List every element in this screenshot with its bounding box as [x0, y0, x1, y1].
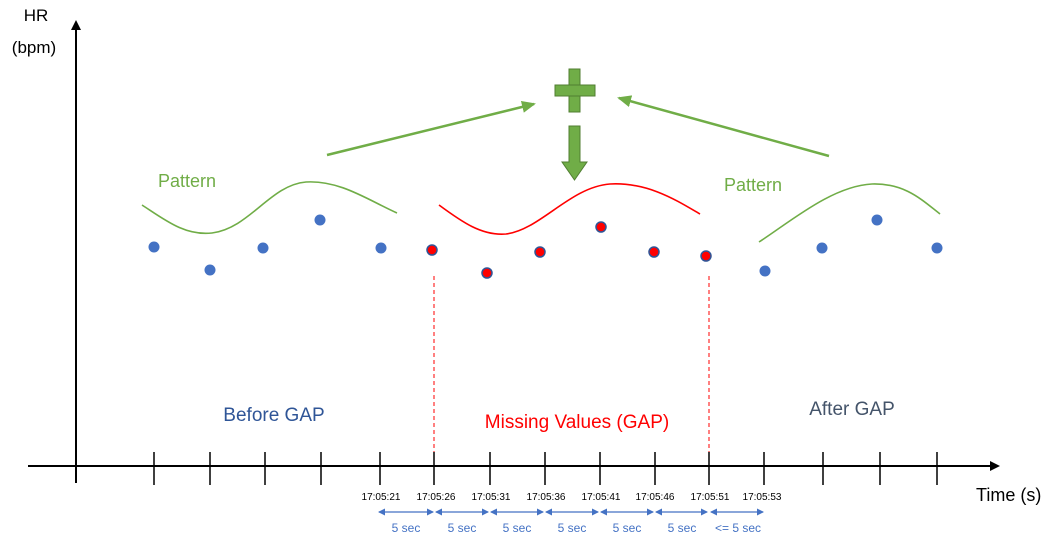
observed-point: [931, 242, 943, 254]
timestamp-label: 17:05:53: [743, 492, 782, 503]
interval-label: 5 sec: [448, 521, 477, 535]
region-label-after-gap: After GAP: [809, 399, 895, 420]
interval-label: <= 5 sec: [715, 521, 761, 535]
missing-point: [595, 221, 607, 233]
interval-labels: 5 sec 5 sec 5 sec 5 sec 5 sec 5 sec <= 5…: [392, 521, 761, 535]
missing-point: [648, 246, 660, 258]
down-arrow-icon: [561, 125, 588, 181]
plus-icon: [554, 68, 596, 113]
interval-label: 5 sec: [392, 521, 421, 535]
observed-points-after: [759, 214, 943, 277]
observed-point: [148, 241, 160, 253]
timestamp-label: 17:05:51: [691, 492, 730, 503]
pattern-curve-before: [141, 181, 398, 235]
region-label-before-gap: Before GAP: [223, 405, 324, 426]
missing-point: [700, 250, 712, 262]
gap-imputed-curve: [438, 183, 701, 235]
missing-point: [481, 267, 493, 279]
observed-point: [759, 265, 771, 277]
observed-point: [257, 242, 269, 254]
observed-point: [204, 264, 216, 276]
observed-points-before: [148, 214, 387, 276]
pattern-label-left: Pattern: [158, 171, 216, 191]
timestamp-label: 17:05:31: [472, 492, 511, 503]
timestamp-label: 17:05:21: [362, 492, 401, 503]
observed-point: [375, 242, 387, 254]
missing-point: [534, 246, 546, 258]
observed-point: [314, 214, 326, 226]
y-axis-label-bpm: (bpm): [12, 38, 56, 57]
x-axis-ticks: [153, 452, 938, 485]
pattern-label-right: Pattern: [724, 175, 782, 195]
timestamp-label: 17:05:46: [636, 492, 675, 503]
timestamp-label: 17:05:36: [527, 492, 566, 503]
observed-point: [871, 214, 883, 226]
arrow-before-to-plus: [326, 101, 536, 157]
timestamp-label: 17:05:26: [417, 492, 456, 503]
missing-point: [426, 244, 438, 256]
timestamp-label: 17:05:41: [582, 492, 621, 503]
pattern-curve-after: [758, 183, 941, 243]
observed-point: [816, 242, 828, 254]
y-axis-label-hr: HR: [24, 6, 49, 25]
interval-label: 5 sec: [558, 521, 587, 535]
interval-label: 5 sec: [613, 521, 642, 535]
missing-points: [426, 221, 712, 279]
interval-label: 5 sec: [503, 521, 532, 535]
x-axis-label: Time (s): [976, 485, 1041, 505]
arrow-after-to-plus: [617, 95, 830, 158]
timestamp-labels: 17:05:21 17:05:26 17:05:31 17:05:36 17:0…: [362, 492, 782, 503]
interval-label: 5 sec: [668, 521, 697, 535]
region-label-missing-values: Missing Values (GAP): [485, 412, 669, 433]
